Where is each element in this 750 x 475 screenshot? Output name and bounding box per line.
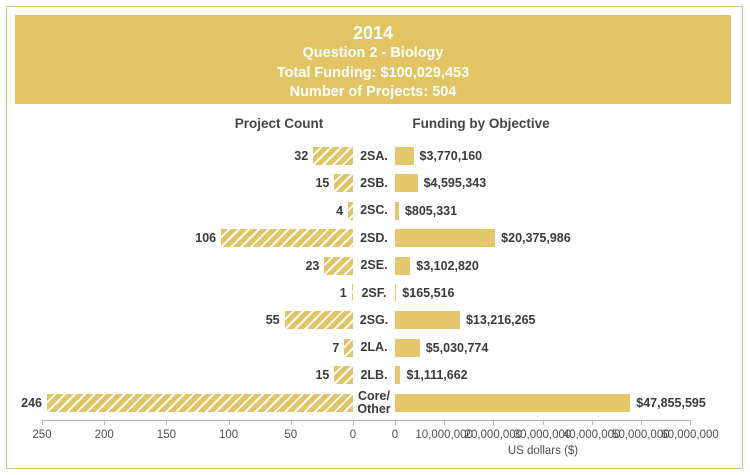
funding-value-label: $20,375,986 xyxy=(501,231,571,246)
left-axis-tick-label: 50 xyxy=(284,429,298,441)
left-axis-tick-label: 0 xyxy=(349,429,357,441)
count-bar-2SA. xyxy=(313,147,353,165)
funding-bar-2SA. xyxy=(395,147,414,165)
funding-value-label: $165,516 xyxy=(402,286,455,300)
right-axis-tick-label: 50,000,000 xyxy=(612,429,670,441)
funding-value-label: $805,331 xyxy=(404,203,458,218)
question-subtitle: Question 2 - Biology xyxy=(302,45,444,61)
project-count-text: Number of Projects: 504 xyxy=(289,84,457,100)
funding-bar-2SG. xyxy=(395,311,460,330)
category-label-2SC.: 2SC. xyxy=(360,203,388,218)
right-axis-tick-label: 0 xyxy=(391,429,399,441)
right-axis-tick xyxy=(493,420,495,425)
count-bar-2SB. xyxy=(334,174,353,193)
category-label-2SF.: 2SF. xyxy=(361,285,387,300)
left-axis-tick-label: 250 xyxy=(32,429,52,441)
left-axis-tick xyxy=(290,420,292,425)
left-axis-tick xyxy=(42,420,43,425)
funding-bar-2SE. xyxy=(395,256,411,275)
left-axis-tick xyxy=(228,420,230,425)
category-label-Core/Other: Core/ Other xyxy=(357,388,391,416)
right-axis-tick xyxy=(444,420,446,425)
count-value-label: 15 xyxy=(315,368,330,383)
count-bar-2LB. xyxy=(334,366,353,385)
count-value-label: 4 xyxy=(336,203,344,218)
funding-bar-Core/Other xyxy=(395,393,631,412)
right-axis-tick-label: 30,000,000 xyxy=(513,429,572,441)
funding-bar-2SB. xyxy=(395,174,418,193)
right-axis-tick-label: 60,000,000 xyxy=(661,429,719,441)
total-funding-text: Total Funding: $100,029,453 xyxy=(276,64,470,81)
funding-value-label: $47,855,595 xyxy=(636,395,706,410)
right-axis-tick-label: 20,000,000 xyxy=(464,429,523,441)
count-bar-2LA. xyxy=(344,338,353,357)
left-axis-tick-label: 200 xyxy=(94,429,114,441)
x-axis-title: US dollars ($) xyxy=(507,445,579,457)
count-bar-2SC. xyxy=(348,201,353,220)
count-value-label: 23 xyxy=(305,258,320,273)
category-label-2LB.: 2LB. xyxy=(360,367,388,382)
left-axis-tick xyxy=(353,420,354,425)
funding-bar-2SC. xyxy=(395,201,399,220)
count-value-label: 32 xyxy=(294,149,309,163)
chart-header: 2014 Question 2 - Biology Total Funding:… xyxy=(15,15,731,104)
count-value-label: 7 xyxy=(332,340,340,355)
right-axis-tick xyxy=(640,420,642,425)
count-bar-2SE. xyxy=(324,256,353,275)
left-axis-tick-label: 150 xyxy=(156,429,176,441)
count-value-label: 55 xyxy=(265,313,280,328)
category-label-2SA.: 2SA. xyxy=(360,148,388,163)
year-title: 2014 xyxy=(352,23,394,43)
right-axis-tick-label: 40,000,000 xyxy=(562,429,621,441)
count-value-label: 106 xyxy=(195,231,217,246)
count-bar-2SD. xyxy=(221,229,353,248)
funding-value-label: $3,770,160 xyxy=(419,149,483,163)
figure-border xyxy=(6,6,743,469)
funding-bar-2SD. xyxy=(395,229,496,248)
count-value-label: 1 xyxy=(339,286,347,300)
category-label-2SB.: 2SB. xyxy=(360,175,388,190)
x-axis-line xyxy=(42,420,691,421)
count-bar-2SF. xyxy=(351,284,353,302)
funding-value-label: $1,111,662 xyxy=(406,368,468,383)
funding-value-label: $13,216,265 xyxy=(465,313,536,328)
count-value-label: 246 xyxy=(21,395,42,410)
category-label-2SE.: 2SE. xyxy=(360,258,388,273)
right-axis-tick xyxy=(542,420,544,425)
left-axis-tick-label: 100 xyxy=(219,429,239,441)
funding-bar-2LB. xyxy=(395,366,401,385)
count-bar-2SG. xyxy=(284,311,353,330)
right-axis-tick-label: 10,000,000 xyxy=(415,429,473,441)
right-axis-tick xyxy=(395,420,396,425)
left-axis-tick xyxy=(166,420,168,425)
right-column-title: Funding by Objective xyxy=(412,116,550,131)
funding-bar-2SF. xyxy=(395,284,397,302)
left-column-title: Project Count xyxy=(234,116,324,131)
funding-value-label: $4,595,343 xyxy=(423,176,487,191)
right-axis-tick xyxy=(690,420,692,425)
category-label-2SD.: 2SD. xyxy=(360,230,388,245)
count-value-label: 15 xyxy=(315,176,330,191)
right-axis-tick xyxy=(591,420,593,425)
category-label-2LA.: 2LA. xyxy=(360,340,388,355)
funding-bar-2LA. xyxy=(395,338,420,357)
funding-value-label: $5,030,774 xyxy=(425,340,489,355)
category-label-2SG.: 2SG. xyxy=(359,312,389,327)
count-bar-Core/Other xyxy=(46,393,353,412)
left-axis-tick xyxy=(104,420,106,425)
funding-value-label: $3,102,820 xyxy=(416,258,479,273)
